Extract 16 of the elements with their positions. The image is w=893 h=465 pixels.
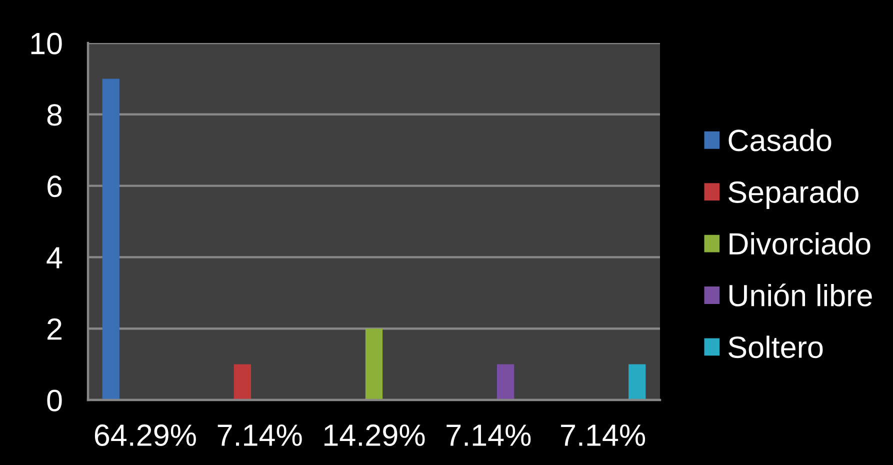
y-tick-label: 8 [47,104,62,126]
y-tick-label: 0 [47,390,62,412]
x-tick-label: 7.14% [561,424,646,446]
legend-label: Unión libre [730,284,872,306]
y-tick-label: 6 [48,176,62,198]
legend-label: Separado [728,180,858,210]
legend-label: Casado [728,128,832,152]
x-tick-label: 14.29% [324,424,425,446]
y-tick-label: 4 [46,247,62,268]
y-tick-label: 2 [48,318,62,340]
x-tick-label: 64.29% [94,424,196,446]
legend-label: Soltero [728,336,823,358]
x-tick-label: 7.14% [218,424,302,446]
y-tick-label: 10 [31,32,62,54]
legend-label: Divorciado [730,232,870,255]
x-tick-label: 7.14% [446,424,531,446]
